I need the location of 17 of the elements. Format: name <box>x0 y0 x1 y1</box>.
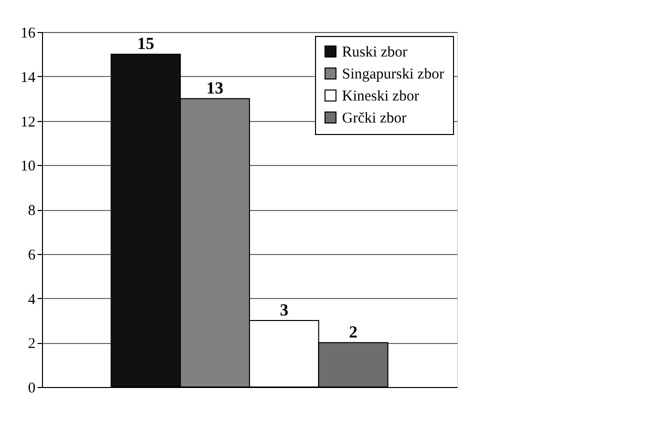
y-tick-label: 10 <box>20 158 36 175</box>
y-tick-label: 14 <box>20 70 36 86</box>
y-tick-label: 12 <box>20 114 36 130</box>
y-tick-label: 2 <box>28 336 36 352</box>
data-label: 13 <box>206 78 224 98</box>
y-tick-label: 6 <box>28 247 36 264</box>
legend-label: Singapurski zbor <box>342 66 444 82</box>
y-tick-label: 4 <box>28 292 36 308</box>
data-label: 3 <box>280 300 288 320</box>
legend-label: Ruski zbor <box>342 44 408 60</box>
legend-label: Grčki zbor <box>342 110 407 126</box>
y-tick-label: 8 <box>28 203 36 219</box>
y-tick-label: 16 <box>20 26 36 42</box>
data-label: 15 <box>137 34 154 54</box>
y-tick-label: 0 <box>28 380 36 396</box>
legend-label: Kineski zbor <box>342 88 420 104</box>
data-label: 2 <box>349 322 358 342</box>
